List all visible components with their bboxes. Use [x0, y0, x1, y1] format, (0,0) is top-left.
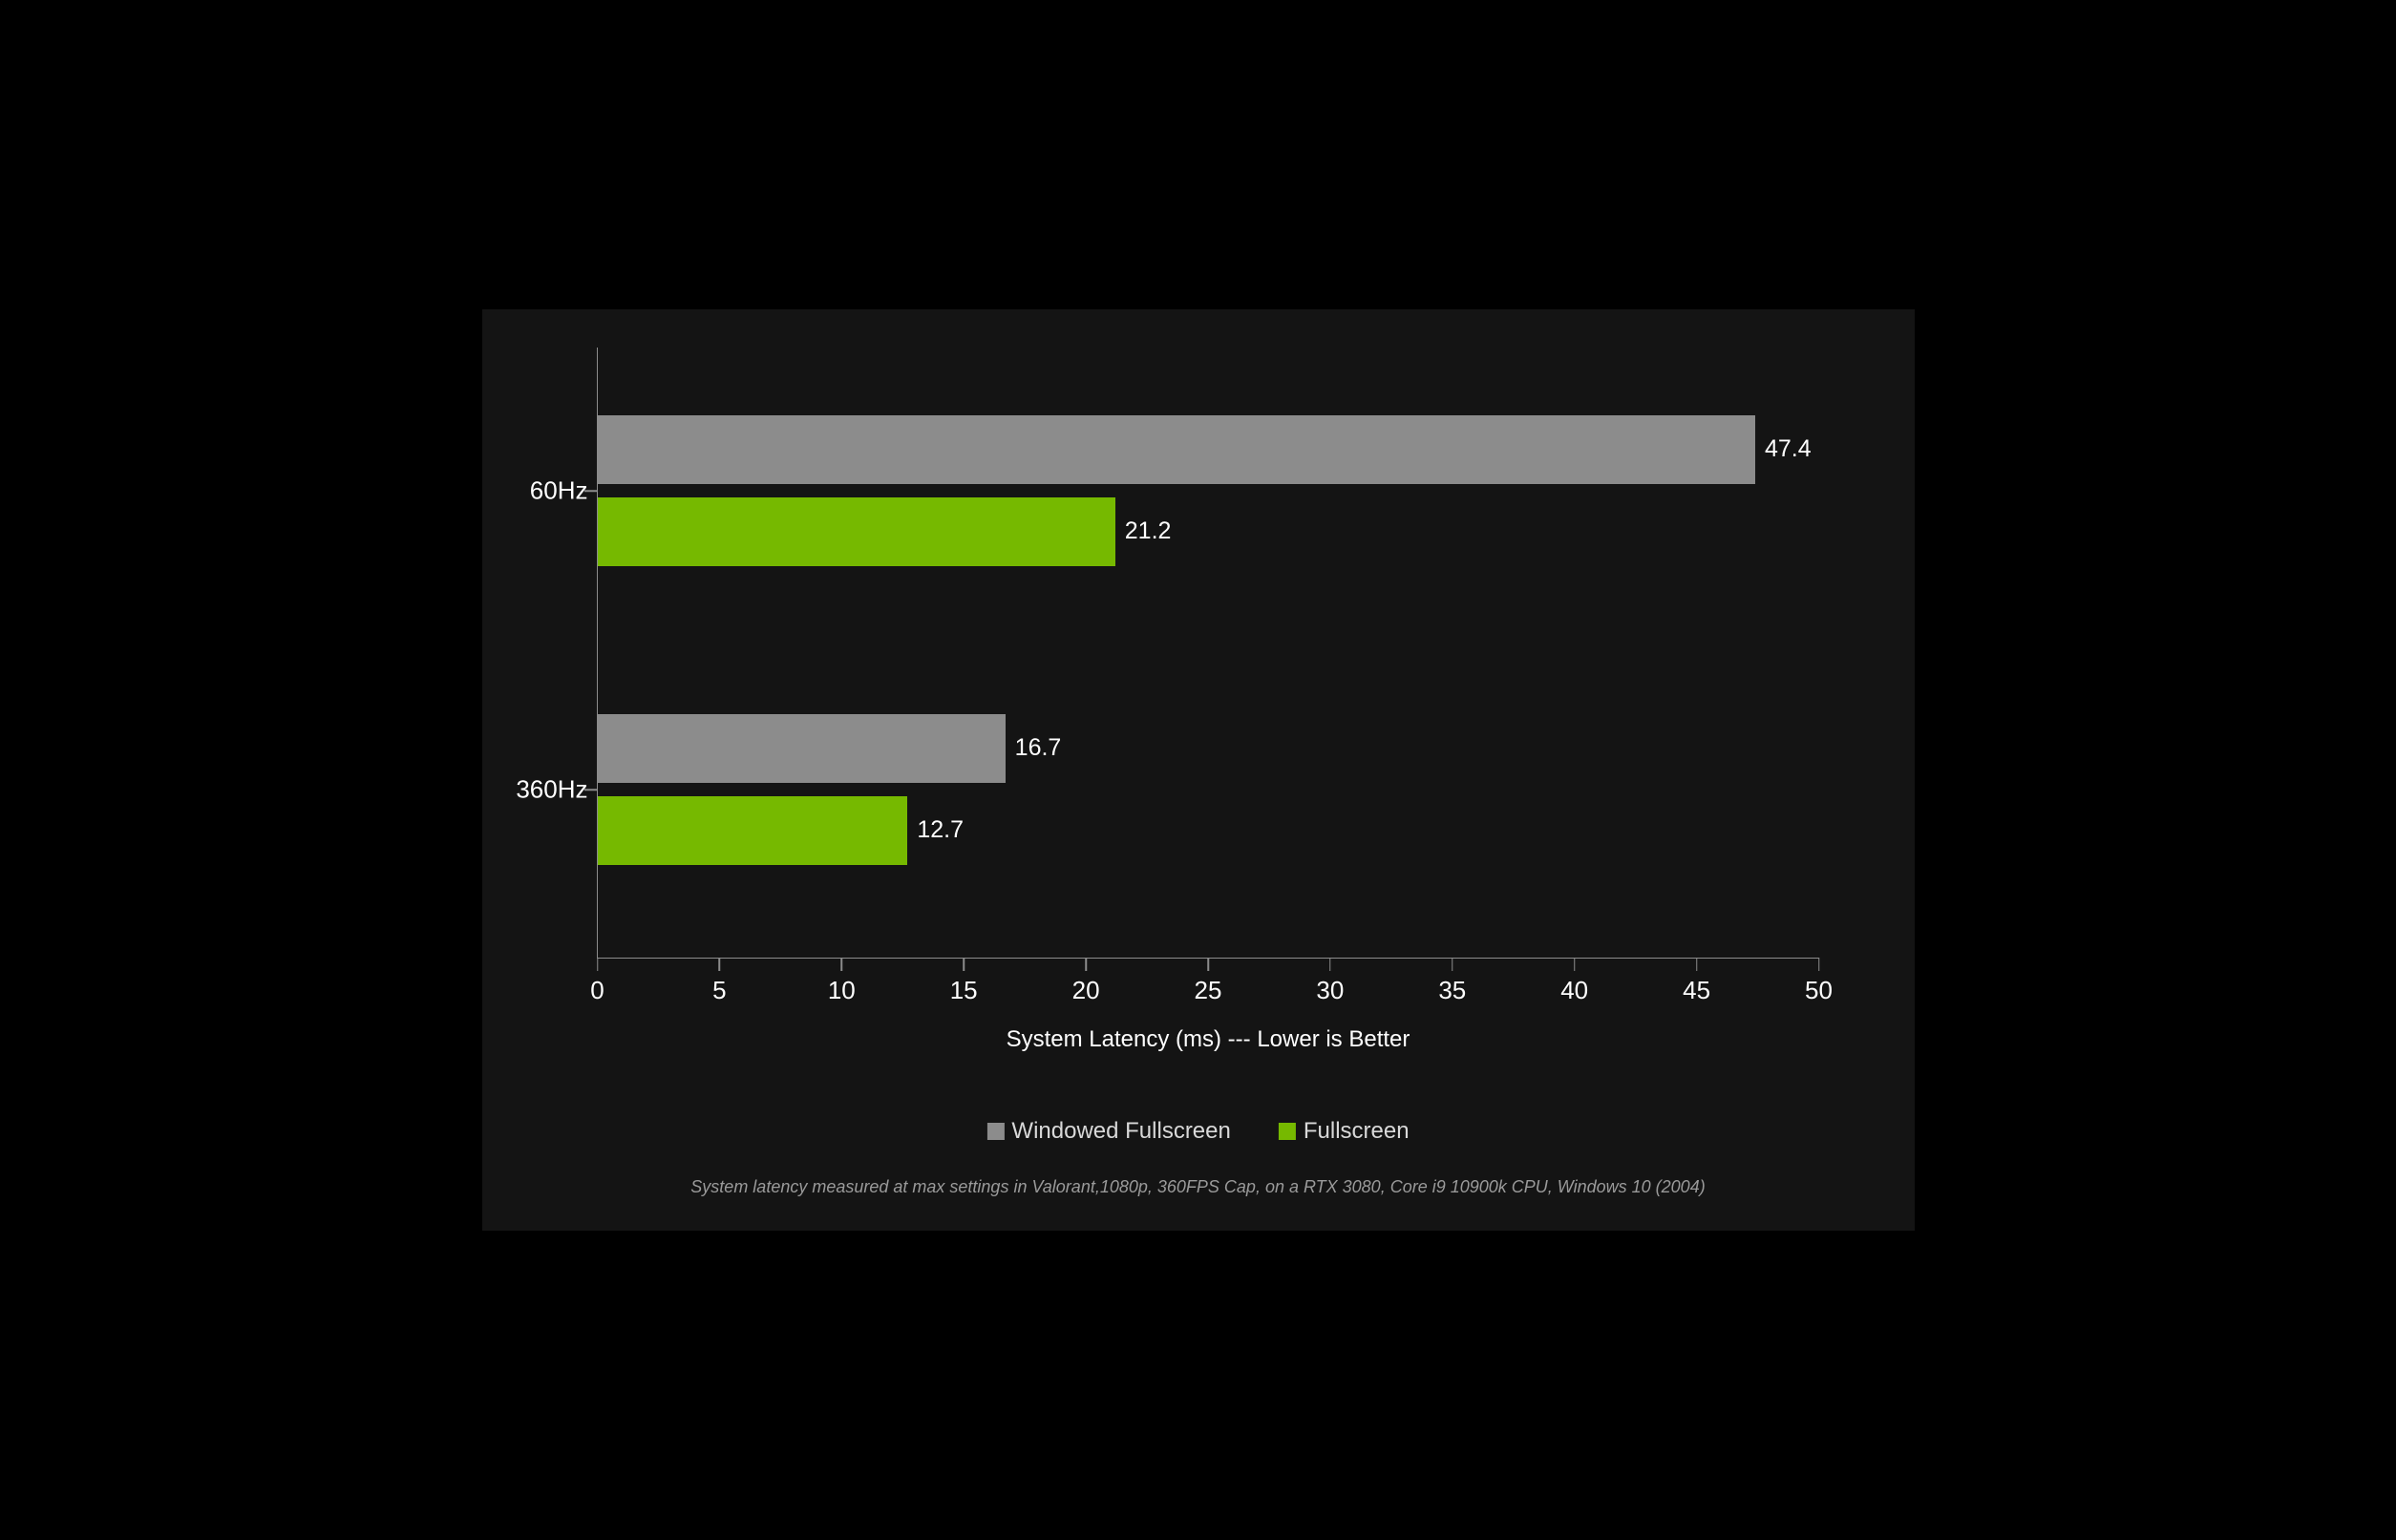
- x-tick: [1207, 958, 1209, 971]
- bar-windowed: 16.7: [598, 714, 1006, 783]
- y-category-label: 60Hz: [512, 476, 588, 506]
- x-tick: [597, 958, 599, 971]
- bar-fullscreen: 12.7: [598, 796, 908, 865]
- legend-swatch-windowed: [986, 1123, 1004, 1140]
- x-tick-label: 0: [590, 976, 604, 1005]
- bar-value-label: 47.4: [1765, 435, 1812, 463]
- chart-panel: System Latency (ms) --- Lower is Better …: [482, 309, 1915, 1231]
- x-tick: [1818, 958, 1820, 971]
- bar-windowed: 47.4: [598, 415, 1755, 484]
- y-category-label: 360Hz: [512, 775, 588, 805]
- x-tick-label: 45: [1683, 976, 1710, 1005]
- x-tick-label: 5: [712, 976, 726, 1005]
- x-tick-label: 40: [1560, 976, 1588, 1005]
- chart-footnote: System latency measured at max settings …: [690, 1177, 1705, 1197]
- bar-value-label: 12.7: [917, 816, 964, 844]
- x-tick: [1329, 958, 1331, 971]
- plot-area: System Latency (ms) --- Lower is Better …: [597, 348, 1819, 959]
- legend-item-windowed: Windowed Fullscreen: [986, 1118, 1230, 1145]
- x-tick: [841, 958, 843, 971]
- x-tick-label: 15: [950, 976, 978, 1005]
- x-tick-label: 10: [828, 976, 856, 1005]
- x-tick: [963, 958, 965, 971]
- x-tick: [719, 958, 721, 971]
- bar-value-label: 21.2: [1125, 517, 1172, 545]
- x-tick-label: 20: [1072, 976, 1100, 1005]
- x-tick-label: 50: [1805, 976, 1833, 1005]
- bar-value-label: 16.7: [1015, 734, 1062, 762]
- x-tick-label: 25: [1195, 976, 1222, 1005]
- x-tick: [1574, 958, 1576, 971]
- x-tick: [1085, 958, 1087, 971]
- x-tick: [1452, 958, 1453, 971]
- legend-item-fullscreen: Fullscreen: [1279, 1118, 1410, 1145]
- bar-fullscreen: 21.2: [598, 497, 1115, 566]
- x-tick-label: 30: [1316, 976, 1344, 1005]
- legend: Windowed Fullscreen Fullscreen: [986, 1118, 1409, 1145]
- legend-swatch-fullscreen: [1279, 1123, 1296, 1140]
- legend-label-windowed: Windowed Fullscreen: [1011, 1118, 1230, 1145]
- x-tick: [1696, 958, 1698, 971]
- x-tick-label: 35: [1438, 976, 1466, 1005]
- x-axis-title: System Latency (ms) --- Lower is Better: [1007, 1026, 1410, 1053]
- legend-label-fullscreen: Fullscreen: [1304, 1118, 1410, 1145]
